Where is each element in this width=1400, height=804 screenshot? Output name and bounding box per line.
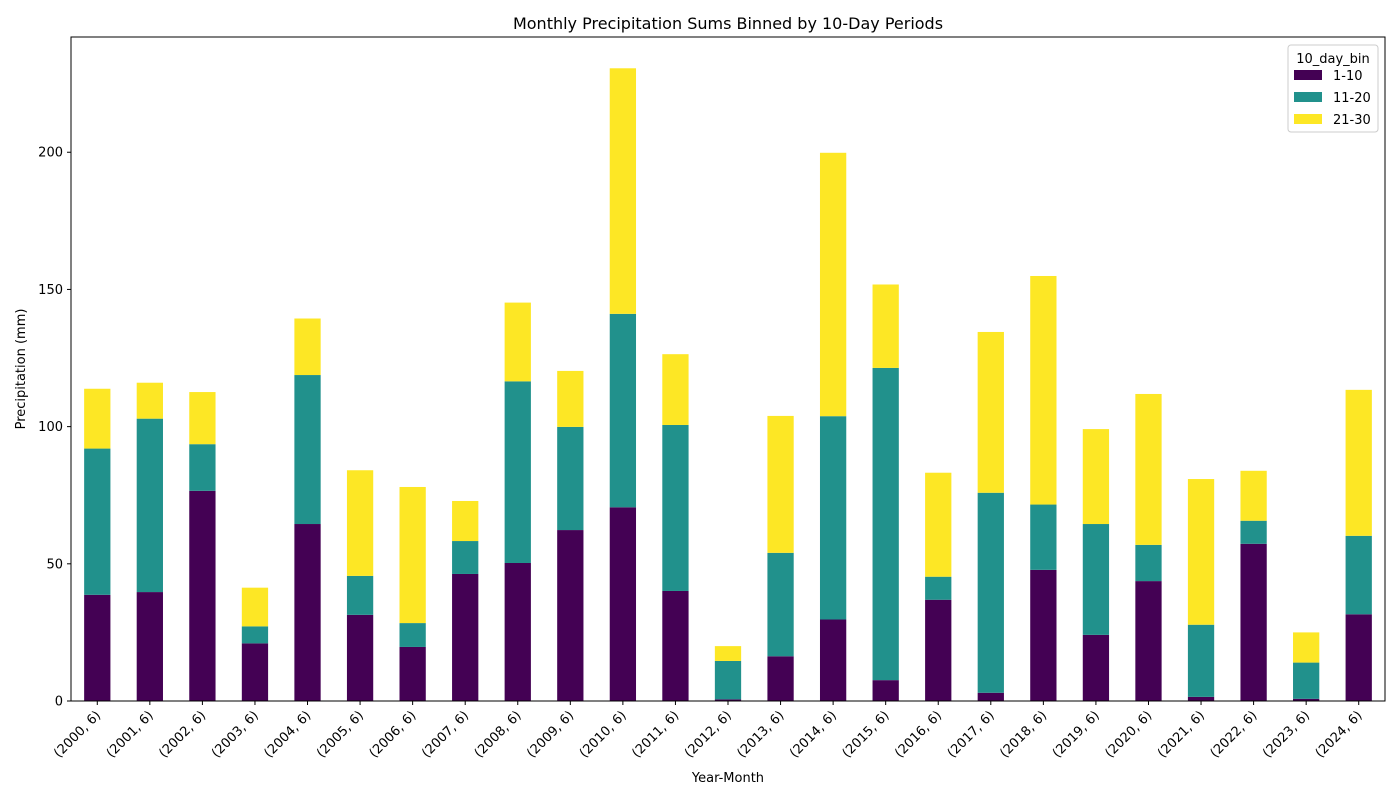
bar-21-30-24 [1345,389,1372,536]
bar-21-30-14 [819,152,847,417]
bar-21-30-18 [1030,275,1057,505]
bar-11-20-5 [346,575,374,615]
bar-21-30-21 [1187,479,1215,625]
bar-11-20-24 [1345,535,1372,615]
x-axis-label: Year-Month [691,771,764,786]
bar-11-20-1 [136,418,163,593]
bar-1-10-0 [84,594,111,701]
legend-swatch-1-10 [1294,70,1322,80]
bar-1-10-12 [714,699,742,701]
y-tick-label: 50 [46,557,63,572]
legend-label-21-30: 21-30 [1333,113,1371,128]
legend-swatch-11-20 [1294,92,1322,102]
bar-11-20-10 [609,313,637,508]
bar-1-10-22 [1240,543,1267,701]
y-tick-label: 150 [38,283,63,298]
bar-21-30-1 [136,382,163,419]
bar-21-30-0 [84,388,111,449]
bar-11-20-6 [399,623,426,647]
bar-21-30-8 [504,302,531,382]
bar-1-10-18 [1030,569,1057,701]
bar-21-30-3 [241,587,269,627]
bar-1-10-14 [819,619,847,701]
bar-11-20-0 [84,448,111,595]
bar-1-10-3 [241,643,269,701]
bar-1-10-11 [662,590,689,701]
bar-1-10-24 [1345,614,1372,701]
bar-1-10-13 [767,656,794,701]
bar-1-10-2 [189,490,216,701]
bar-1-10-1 [136,592,163,701]
legend-box [1287,44,1379,133]
bar-1-10-4 [294,524,321,701]
bar-21-30-19 [1082,429,1110,525]
bar-1-10-23 [1293,698,1320,701]
y-tick-label: 0 [55,695,63,710]
chart-title: Monthly Precipitation Sums Binned by 10-… [513,14,943,33]
bar-21-30-10 [609,68,637,314]
bar-21-30-15 [872,284,899,368]
bar-21-30-5 [346,470,374,576]
bar-1-10-20 [1135,581,1162,701]
bar-21-30-17 [977,331,1004,493]
legend-title: 10_day_bin [1296,52,1370,67]
bar-21-30-4 [294,318,321,376]
bar-1-10-7 [452,573,479,701]
bar-11-20-20 [1135,544,1162,582]
bar-11-20-21 [1187,624,1215,697]
legend-label-11-20: 11-20 [1333,91,1371,106]
bar-11-20-14 [819,416,847,620]
y-tick-label: 100 [38,420,63,435]
bar-1-10-17 [977,692,1004,701]
bar-1-10-10 [609,507,637,701]
bar-21-30-6 [399,486,426,624]
bar-21-30-16 [925,472,952,577]
bar-11-20-15 [872,367,899,681]
bar-11-20-4 [294,375,321,525]
bar-1-10-5 [346,614,374,701]
bar-11-20-19 [1082,524,1110,635]
bar-11-20-23 [1293,662,1320,699]
bar-11-20-8 [504,381,531,563]
bar-21-30-20 [1135,393,1162,545]
bar-11-20-12 [714,660,742,700]
bar-1-10-16 [925,599,952,701]
bar-21-30-2 [189,392,216,445]
bar-21-30-22 [1240,470,1267,521]
bar-11-20-9 [557,426,584,531]
legend-label-1-10: 1-10 [1333,69,1363,84]
bar-11-20-16 [925,576,952,600]
bar-21-30-7 [452,500,479,542]
bar-11-20-18 [1030,504,1057,570]
bar-11-20-17 [977,492,1004,693]
bar-11-20-11 [662,424,689,591]
bar-11-20-22 [1240,520,1267,544]
legend-swatch-21-30 [1294,114,1322,124]
bar-11-20-2 [189,444,216,491]
bar-21-30-11 [662,354,689,425]
legend: 10_day_bin 1-10 11-20 21-30 [1287,44,1379,133]
bar-1-10-19 [1082,634,1110,701]
bar-11-20-7 [452,541,479,574]
bar-1-10-15 [872,680,899,701]
bar-1-10-9 [557,530,584,701]
y-tick-label: 200 [38,146,63,161]
bar-21-30-23 [1293,632,1320,663]
bar-1-10-8 [504,562,531,701]
bar-1-10-21 [1187,696,1215,701]
bar-21-30-9 [557,370,584,427]
bar-21-30-12 [714,646,742,661]
bar-11-20-13 [767,552,794,657]
bar-1-10-6 [399,646,426,701]
bar-21-30-13 [767,415,794,553]
bar-11-20-3 [241,626,269,644]
y-axis-label: Precipitation (mm) [14,309,29,430]
